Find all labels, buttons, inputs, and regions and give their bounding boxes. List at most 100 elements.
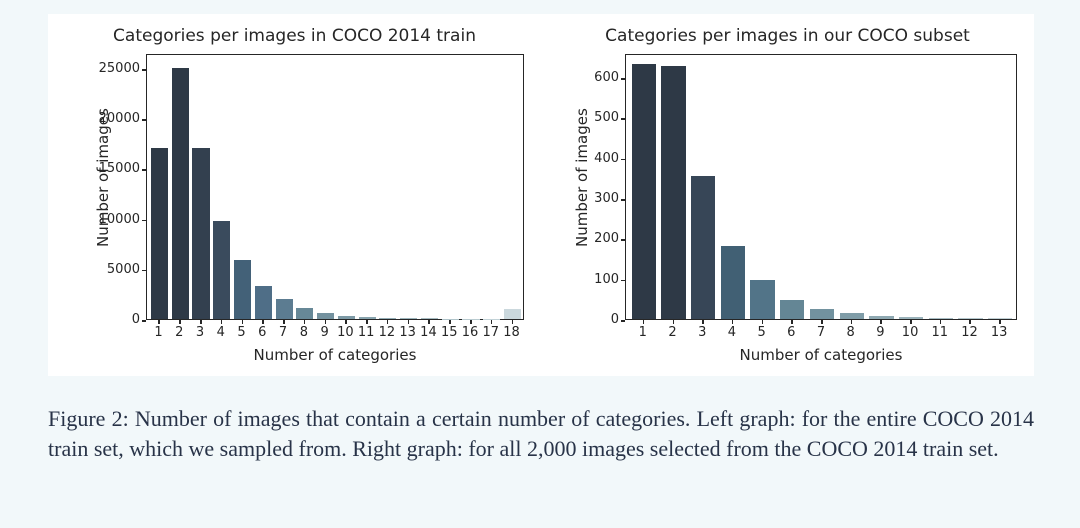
right-chart-xtick-mark — [702, 320, 704, 324]
left-chart-plot — [146, 54, 524, 320]
left-chart-xtick-mark — [491, 320, 493, 324]
right-chart-xtick: 6 — [779, 325, 803, 340]
right-chart-xtick-mark — [999, 320, 1001, 324]
right-chart-title: Categories per images in our COCO subset — [541, 26, 1034, 46]
right-chart-ytick-mark — [621, 320, 625, 322]
left-chart-xtick-mark — [345, 320, 347, 324]
left-chart-bar — [192, 148, 209, 319]
right-chart-xtick: 3 — [690, 325, 714, 340]
left-chart-xtick-mark — [158, 320, 160, 324]
left-chart-xtick-mark — [512, 320, 514, 324]
left-chart-xtick-mark — [387, 320, 389, 324]
right-chart-xtick-mark — [969, 320, 971, 324]
left-chart-ytick-mark — [142, 270, 146, 272]
left-chart-bar — [213, 221, 230, 319]
right-chart-xtick-mark — [910, 320, 912, 324]
right-chart-ytick-mark — [621, 78, 625, 80]
right-chart-xtick: 1 — [631, 325, 655, 340]
left-chart-ytick: 0 — [80, 312, 140, 327]
left-chart-xtick-mark — [470, 320, 472, 324]
right-chart-bar — [750, 280, 774, 319]
right-chart-bar — [721, 246, 745, 319]
left-chart-ytick: 25000 — [80, 61, 140, 76]
right-chart-panel: Categories per images in our COCO subset… — [541, 14, 1034, 376]
right-chart-xtick-mark — [851, 320, 853, 324]
left-chart-bar — [296, 308, 313, 319]
left-chart-bar — [504, 309, 521, 319]
left-chart-xtick-mark — [428, 320, 430, 324]
left-chart-xtick-mark — [408, 320, 410, 324]
right-chart-xtick: 7 — [809, 325, 833, 340]
right-chart-ytick: 600 — [559, 70, 619, 85]
left-chart-ytick-mark — [142, 320, 146, 322]
right-chart-bar — [691, 176, 715, 319]
left-chart-xtick-mark — [283, 320, 285, 324]
right-chart-xtick: 10 — [898, 325, 922, 340]
left-chart-bar — [421, 318, 438, 319]
left-chart-xtick-mark — [325, 320, 327, 324]
left-chart-bar — [276, 299, 293, 319]
right-chart-ytick-mark — [621, 199, 625, 201]
left-chart-bar — [379, 318, 396, 319]
right-chart-ylabel: Number of images — [573, 108, 591, 247]
right-chart-xtick-mark — [880, 320, 882, 324]
figure-caption: Figure 2: Number of images that contain … — [48, 404, 1034, 463]
left-chart-ytick-mark — [142, 119, 146, 121]
left-chart-bar — [255, 286, 272, 319]
right-chart-bar — [958, 318, 982, 319]
left-chart-bar — [151, 148, 168, 319]
right-chart-bar — [810, 309, 834, 319]
left-chart-panel: Categories per images in COCO 2014 train… — [48, 14, 541, 376]
right-chart-xtick-mark — [791, 320, 793, 324]
figure-area: Categories per images in COCO 2014 train… — [48, 14, 1034, 376]
left-chart-ytick-mark — [142, 169, 146, 171]
right-chart-bar — [840, 313, 864, 319]
right-chart-xtick-mark — [762, 320, 764, 324]
left-chart-ylabel: Number of images — [94, 108, 112, 247]
left-chart-ytick-mark — [142, 220, 146, 222]
right-chart-ytick-mark — [621, 159, 625, 161]
right-chart-xtick: 4 — [720, 325, 744, 340]
right-chart-xtick: 12 — [957, 325, 981, 340]
left-chart-bar — [234, 260, 251, 319]
right-chart-ytick-mark — [621, 239, 625, 241]
left-chart-xtick-mark — [242, 320, 244, 324]
right-chart-xtick-mark — [821, 320, 823, 324]
right-chart-xtick: 9 — [868, 325, 892, 340]
right-chart-xtick-mark — [643, 320, 645, 324]
right-chart-plot — [625, 54, 1017, 320]
left-chart-bar — [359, 317, 376, 319]
right-chart-bar — [632, 64, 656, 319]
left-chart-ytick-mark — [142, 69, 146, 71]
right-chart-ytick-mark — [621, 280, 625, 282]
left-chart-xtick-mark — [221, 320, 223, 324]
left-chart-bar — [172, 68, 189, 319]
right-chart-xtick: 2 — [661, 325, 685, 340]
right-chart-xtick: 5 — [750, 325, 774, 340]
caption-label: Figure 2: — [48, 406, 129, 431]
left-chart-xtick-mark — [366, 320, 368, 324]
right-chart-xtick-mark — [940, 320, 942, 324]
left-chart-xtick-mark — [449, 320, 451, 324]
right-chart-bar — [780, 300, 804, 319]
left-chart-xtick-mark — [179, 320, 181, 324]
caption-text: Number of images that contain a certain … — [48, 406, 1034, 461]
right-chart-ytick-mark — [621, 118, 625, 120]
left-chart-title: Categories per images in COCO 2014 train — [48, 26, 541, 46]
right-chart-xtick: 11 — [928, 325, 952, 340]
right-chart-bar — [988, 318, 1012, 319]
right-chart-xtick: 13 — [987, 325, 1011, 340]
right-chart-bar — [869, 316, 893, 319]
right-chart-ytick: 0 — [559, 312, 619, 327]
left-chart-xlabel: Number of categories — [146, 346, 524, 364]
left-chart-xtick-mark — [200, 320, 202, 324]
right-chart-xtick: 8 — [839, 325, 863, 340]
left-chart-bar — [338, 316, 355, 319]
right-chart-bar — [929, 318, 953, 319]
left-chart-xtick-mark — [262, 320, 264, 324]
right-chart-xtick-mark — [732, 320, 734, 324]
left-chart-ytick: 5000 — [80, 262, 140, 277]
right-chart-bar — [899, 317, 923, 319]
right-chart-ytick: 100 — [559, 272, 619, 287]
left-chart-xtick: 18 — [500, 325, 524, 340]
